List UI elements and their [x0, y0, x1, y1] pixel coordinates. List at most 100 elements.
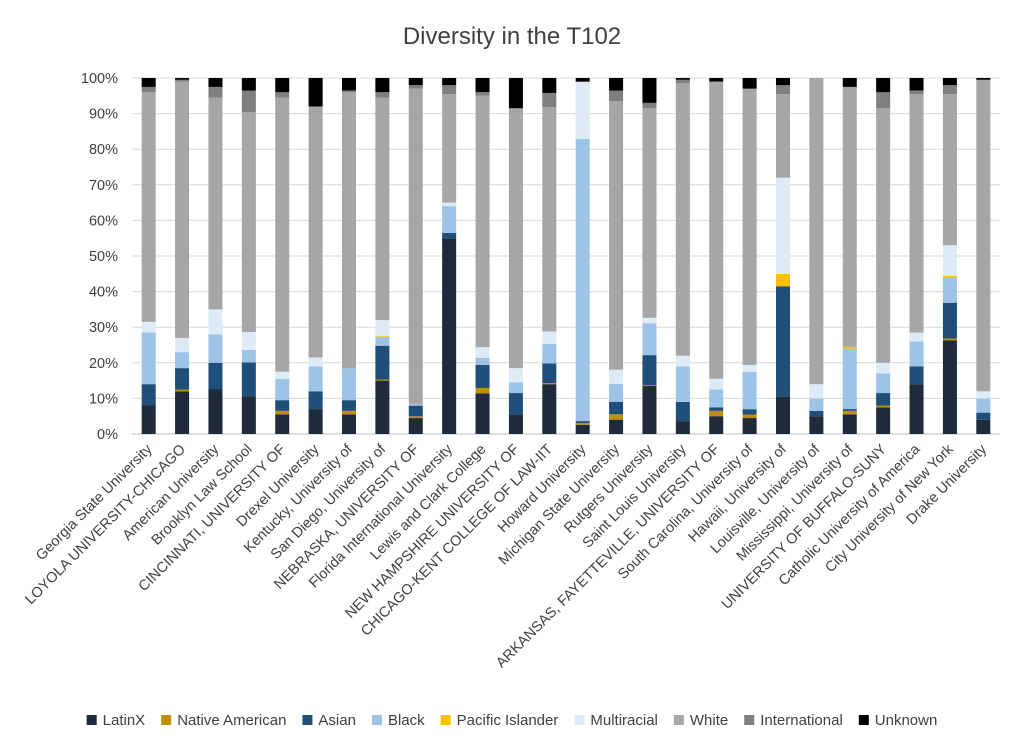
bar-segment [241, 111, 256, 333]
legend-item: Asian [302, 712, 356, 729]
bar-stack [709, 78, 724, 434]
bar-segment [542, 384, 557, 434]
bar-segment [208, 334, 223, 363]
bar-segment [642, 323, 657, 356]
bar-segment [642, 108, 657, 318]
bar-segment [809, 410, 824, 417]
bar-stack [375, 78, 390, 434]
bar-segment [976, 78, 991, 80]
bar-segment [942, 277, 957, 303]
y-tick-label: 60% [89, 213, 118, 229]
bar-segment [942, 275, 957, 278]
bar-stack [308, 78, 323, 434]
legend-item: White [673, 712, 728, 729]
legend-item: Black [371, 712, 425, 729]
gridlines [132, 77, 1000, 435]
bar-segment [542, 107, 557, 332]
bar-segment [842, 348, 857, 410]
bar-segment [609, 90, 624, 102]
bar-segment [475, 92, 490, 96]
bar-segment [876, 78, 891, 93]
bar-segment [709, 81, 724, 379]
bar-segment [742, 414, 757, 419]
legend-label: Unknown [875, 712, 938, 729]
legend-item: LatinX [86, 712, 146, 729]
bar-segment [809, 416, 824, 434]
bar-segment [308, 409, 323, 434]
legend-swatch [574, 715, 585, 725]
bar-segment [341, 92, 357, 369]
y-tick-label: 100% [81, 71, 118, 87]
bar-stack [742, 78, 757, 434]
bar-segment [909, 341, 924, 367]
bar-segment [876, 362, 891, 374]
bar-segment [742, 409, 757, 415]
bar-segment [909, 332, 924, 342]
bar-segment [175, 337, 190, 353]
bar-segment [775, 94, 791, 178]
bar-segment [141, 332, 156, 385]
bar-segment [275, 97, 290, 372]
bar-segment [442, 238, 457, 434]
bar-segment [175, 391, 190, 434]
bar-segment [408, 405, 423, 417]
bar-segment [642, 385, 657, 387]
bar-segment [308, 366, 323, 392]
bar-segment [675, 78, 690, 80]
bar-segment [742, 88, 757, 365]
bar-segment [842, 78, 857, 87]
legend-label: International [760, 712, 843, 729]
bar-segment [709, 407, 724, 411]
bar-segment [876, 407, 891, 434]
bar-segment [375, 320, 390, 337]
bar-segment [542, 92, 557, 108]
bar-segment [976, 398, 991, 413]
bar-segment [475, 347, 490, 358]
bar-segment [809, 384, 824, 399]
bar-segment [475, 387, 490, 394]
legend-item: Unknown [858, 712, 938, 729]
y-tick-label: 70% [89, 178, 118, 194]
legend-swatch [673, 715, 684, 725]
bar-segment [575, 422, 590, 425]
bar-stack [542, 78, 557, 434]
bar-segment [709, 410, 724, 417]
bar-segment [742, 418, 757, 434]
bar-segment [241, 332, 256, 350]
bar-segment [275, 92, 290, 98]
bar-segment [609, 414, 624, 420]
bar-stack [642, 78, 657, 434]
bar-segment [675, 79, 690, 84]
bar-segment [308, 78, 323, 107]
bar-segment [942, 85, 957, 95]
legend-label: LatinX [103, 712, 146, 729]
bar-segment [375, 380, 390, 434]
bar-segment [275, 378, 290, 401]
bar-stack [575, 78, 590, 434]
bars [141, 78, 991, 434]
bar-segment [942, 78, 957, 86]
bar-stack [976, 78, 991, 434]
bar-segment [709, 416, 724, 434]
bar-segment [609, 419, 624, 434]
bar-segment [175, 368, 190, 390]
bar-segment [642, 78, 657, 103]
bar-segment [942, 340, 957, 434]
legend-label: White [690, 712, 728, 729]
bar-segment [408, 78, 423, 86]
legend-label: Native American [177, 712, 286, 729]
bar-segment [508, 368, 523, 383]
bar-stack [809, 78, 824, 434]
y-tick-label: 30% [89, 320, 118, 336]
bar-segment [442, 94, 457, 203]
bar-segment [341, 410, 357, 415]
bar-segment [175, 81, 190, 338]
bar-segment [575, 138, 590, 422]
bar-segment [141, 92, 156, 322]
bar-segment [742, 78, 757, 89]
bar-stack [241, 78, 256, 434]
bar-segment [976, 391, 991, 399]
legend-item: Pacific Islander [440, 712, 558, 729]
bar-segment [141, 78, 156, 87]
